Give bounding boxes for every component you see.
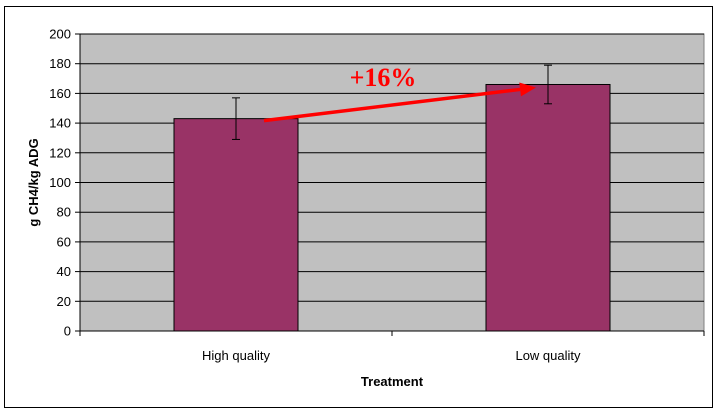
y-tick-label: 80 — [57, 205, 71, 220]
annotation-label: +16% — [350, 63, 417, 92]
y-tick-label: 20 — [57, 294, 71, 309]
error-bars — [232, 64, 552, 140]
y-tick-label: 120 — [49, 145, 71, 160]
axes — [75, 33, 705, 336]
change-annotation: +16% — [263, 63, 536, 123]
x-tick-label: High quality — [202, 348, 270, 363]
y-tick-label: 60 — [57, 234, 71, 249]
annotation-arrow-head — [519, 82, 536, 97]
x-tick-label: Low quality — [515, 348, 581, 363]
y-tick-label: 180 — [49, 56, 71, 71]
y-tick-label: 160 — [49, 86, 71, 101]
x-axis-title: Treatment — [361, 374, 424, 389]
y-axis-title: g CH4/kg ADG — [26, 138, 41, 226]
y-tick-label: 40 — [57, 264, 71, 279]
annotation-arrow-line — [263, 87, 521, 123]
y-tick-labels: 0 20 40 60 80 100 120 140 160 180 200 — [49, 27, 71, 339]
y-tick-label: 140 — [49, 116, 71, 131]
y-tick-label: 200 — [49, 27, 71, 42]
bar — [485, 83, 611, 332]
y-tick-label: 100 — [49, 175, 71, 190]
x-tick-labels: High quality Low quality — [202, 348, 581, 363]
y-tick-label: 0 — [64, 324, 71, 339]
bar — [173, 118, 299, 332]
